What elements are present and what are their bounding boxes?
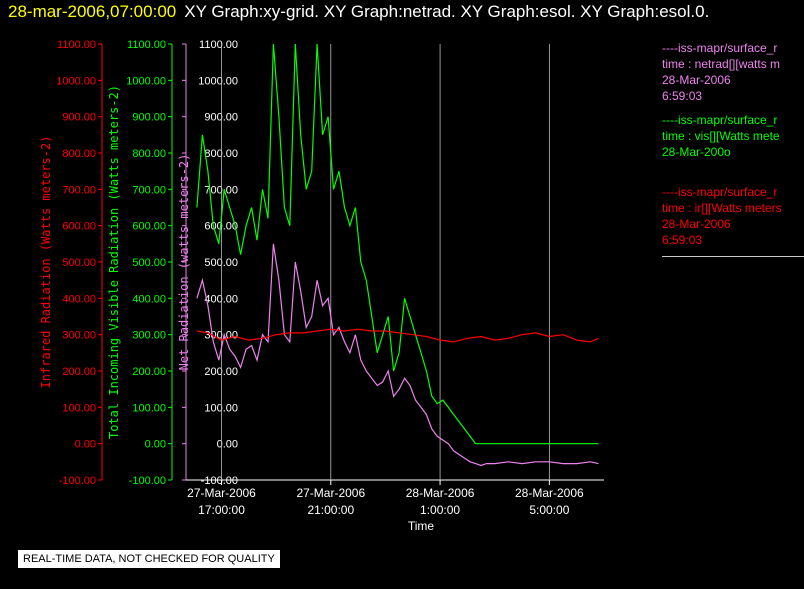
x-tick-label-date-2: 28-Mar-2006 bbox=[406, 486, 475, 500]
x-axis-title: Time bbox=[408, 519, 435, 533]
timestamp: 28-mar-2006,07:00:00 bbox=[8, 2, 177, 21]
y-axis-title-2: Net Radiation (watts meters-2) bbox=[177, 154, 191, 371]
legend-divider bbox=[662, 256, 804, 257]
legend-text: 28-Mar-2006 bbox=[662, 217, 731, 231]
y-tick-label-0-2: 900.00 bbox=[62, 112, 96, 124]
legend-text: time : netrad[][watts m bbox=[662, 57, 781, 71]
series-line-0 bbox=[196, 43, 599, 445]
y-tick-label-1-6: 500.00 bbox=[132, 257, 166, 269]
y-tick-label-1-3: 800.00 bbox=[132, 148, 166, 160]
y-tick-label-0-6: 500.00 bbox=[62, 257, 96, 269]
y-tick-label-0-7: 400.00 bbox=[62, 293, 96, 305]
y-axis-title-1: Total Incoming Visible Radiation (Watts … bbox=[107, 85, 121, 439]
x-tick-label-time-0: 17:00:00 bbox=[198, 503, 245, 517]
y-tick-label-0-0: 1100.00 bbox=[57, 39, 96, 51]
legend-text: 6:59:03 bbox=[662, 233, 703, 247]
y-tick-label-0-1: 1000.00 bbox=[56, 75, 96, 87]
y-tick-label-1-8: 300.00 bbox=[132, 330, 166, 342]
y-tick-label-1-2: 900.00 bbox=[132, 112, 166, 124]
y-tick-label-2-11: 0.00 bbox=[217, 439, 238, 451]
y-tick-label-1-1: 1000.00 bbox=[126, 75, 166, 87]
x-tick-label-date-0: 27-Mar-2006 bbox=[187, 486, 256, 500]
y-tick-label-0-8: 300.00 bbox=[62, 330, 96, 342]
y-tick-label-0-10: 100.00 bbox=[62, 402, 96, 414]
y-tick-label-0-3: 800.00 bbox=[62, 148, 96, 160]
y-tick-label-2-0: 1100.00 bbox=[199, 39, 238, 51]
y-tick-label-0-5: 600.00 bbox=[62, 221, 96, 233]
y-axis-title-0: Infrared Radiation (Watts meters-2) bbox=[39, 136, 53, 389]
y-tick-label-1-7: 400.00 bbox=[132, 293, 166, 305]
y-tick-label-0-9: 200.00 bbox=[62, 366, 96, 378]
y-tick-label-1-10: 100.00 bbox=[132, 402, 166, 414]
graph-list: XY Graph:xy-grid. XY Graph:netrad. XY Gr… bbox=[184, 2, 710, 21]
y-tick-label-0-12: -100.00 bbox=[59, 475, 96, 487]
x-tick-label-date-1: 27-Mar-2006 bbox=[296, 486, 365, 500]
legend-text: ----iss-mapr/surface_r bbox=[662, 41, 778, 55]
legend-text: 28-Mar-200o bbox=[662, 145, 731, 159]
y-tick-label-1-4: 700.00 bbox=[132, 184, 166, 196]
y-tick-label-2-12: -100.00 bbox=[201, 475, 238, 487]
y-tick-label-0-11: 0.00 bbox=[75, 439, 96, 451]
y-tick-label-1-5: 600.00 bbox=[132, 221, 166, 233]
series-line-2 bbox=[196, 328, 599, 343]
legend-text bbox=[662, 160, 804, 176]
x-tick-label-time-2: 1:00:00 bbox=[420, 503, 460, 517]
legend-text: ----iss-mapr/surface_r bbox=[662, 113, 778, 127]
y-tick-label-1-11: 0.00 bbox=[145, 439, 166, 451]
y-tick-label-1-9: 200.00 bbox=[132, 366, 166, 378]
y-tick-label-1-12: -100.00 bbox=[129, 475, 166, 487]
x-tick-label-date-3: 28-Mar-2006 bbox=[515, 486, 584, 500]
x-tick-label-time-3: 5:00:00 bbox=[529, 503, 569, 517]
legend-text: time : ir[][Watts meters bbox=[662, 201, 782, 215]
legend-text: 6:59:03 bbox=[662, 89, 703, 103]
series-line-1 bbox=[196, 243, 599, 467]
x-tick-label-time-1: 21:00:00 bbox=[307, 503, 354, 517]
y-tick-label-2-1: 1000.00 bbox=[198, 75, 238, 87]
legend-text: 28-Mar-2006 bbox=[662, 73, 731, 87]
y-tick-label-1-0: 1100.00 bbox=[127, 39, 166, 51]
y-tick-label-0-4: 700.00 bbox=[62, 184, 96, 196]
qc-notice: REAL-TIME DATA, NOT CHECKED FOR QUALITY bbox=[18, 550, 280, 568]
legend-text: ----iss-mapr/surface_r bbox=[662, 185, 778, 199]
legend-text: time : vis[][Watts mete bbox=[662, 129, 780, 143]
title-bar: 28-mar-2006,07:00:00 XY Graph:xy-grid. XY… bbox=[8, 2, 709, 22]
